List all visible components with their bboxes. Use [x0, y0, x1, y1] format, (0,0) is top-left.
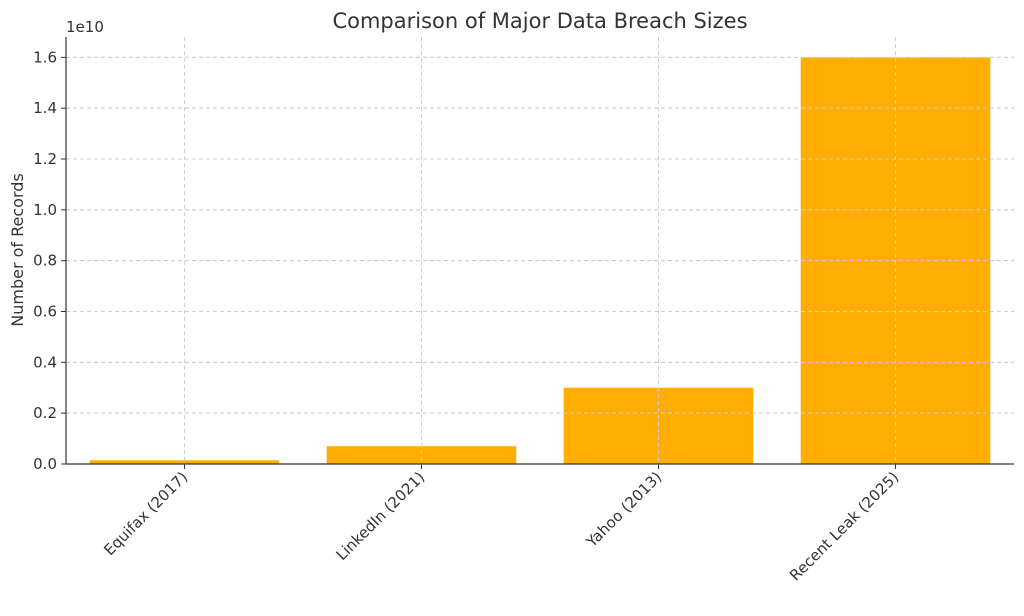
y-tick-label: 0.8 — [33, 252, 57, 270]
y-ticks: 0.0 0.2 0.4 0.6 0.8 1.0 1.2 1.4 1.6 — [33, 48, 66, 473]
x-tick-label: LinkedIn (2021) — [333, 468, 429, 564]
bar — [89, 460, 280, 464]
y-tick-label: 1.4 — [33, 99, 57, 117]
y-tick-label: 1.2 — [33, 150, 57, 168]
x-tick-label: Recent Leak (2025) — [786, 468, 902, 584]
y-tick-label: 0.6 — [33, 303, 57, 321]
y-tick-label: 1.0 — [33, 201, 57, 219]
bars — [66, 37, 1014, 465]
bar — [326, 446, 517, 464]
y-tick-label: 0.0 — [33, 455, 57, 473]
x-tick-label: Equifax (2017) — [100, 468, 191, 559]
x-tick-label: Yahoo (2013) — [582, 468, 665, 551]
y-axis-label: Number of Records — [8, 173, 27, 326]
chart-title: Comparison of Major Data Breach Sizes — [332, 9, 747, 33]
y-tick-label: 0.2 — [33, 404, 57, 422]
y-tick-label: 1.6 — [33, 48, 57, 66]
y-tick-label: 0.4 — [33, 353, 57, 371]
x-ticks: Equifax (2017) LinkedIn (2021) Yahoo (2013… — [100, 464, 902, 584]
y-axis-offset-label: 1e10 — [66, 18, 104, 36]
